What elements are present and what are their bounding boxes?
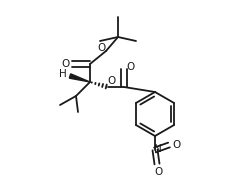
Text: O: O	[172, 140, 180, 150]
Text: O: O	[126, 62, 134, 72]
Text: O: O	[107, 76, 115, 86]
Text: O: O	[61, 59, 69, 69]
Polygon shape	[69, 74, 90, 82]
Text: O: O	[97, 43, 105, 53]
Text: H: H	[59, 69, 67, 79]
Text: N: N	[154, 144, 162, 154]
Text: O: O	[154, 167, 162, 177]
